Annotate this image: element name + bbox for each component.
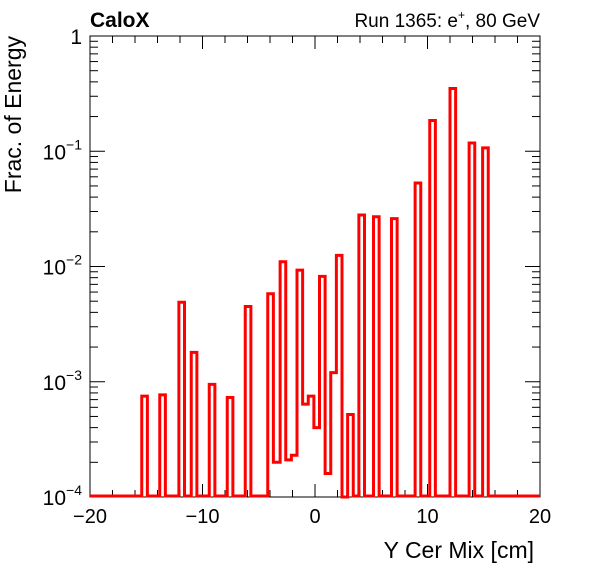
histogram-series (90, 87, 540, 499)
histogram-bin (273, 462, 280, 496)
experiment-label: CaloX (90, 9, 150, 32)
y-tick-label: 10−1 (43, 136, 83, 164)
x-tick-label: −10 (186, 506, 220, 528)
y-axis-label: Frac. of Energy (0, 36, 26, 194)
axis-tick-labels: −20 −10 0 10 20 10−4 10−3 10−2 10−1 1 (43, 26, 551, 528)
histogram-bin (303, 404, 309, 496)
x-axis-label: Y Cer Mix [cm] (384, 537, 534, 563)
y-tick-label: 10−4 (43, 482, 83, 510)
x-tick-label: 0 (309, 506, 320, 528)
axis-ticks (89, 35, 541, 498)
run-label-superscript: + (458, 8, 465, 22)
histogram-bin (291, 455, 297, 496)
histogram-bin (325, 473, 331, 496)
run-label-tail: , 80 GeV (465, 11, 540, 32)
run-label-main: Run 1365: e (354, 11, 458, 32)
histogram-bin (286, 460, 292, 496)
y-tick-label: 10−3 (43, 367, 83, 395)
y-tick-label: 1 (70, 26, 82, 49)
run-label: Run 1365: e+, 80 GeV (354, 8, 540, 32)
histogram-line (90, 87, 540, 499)
x-tick-label: 10 (416, 506, 438, 528)
x-tick-label: 20 (529, 506, 551, 528)
x-tick-label: −20 (73, 506, 107, 528)
y-tick-label: 10−2 (43, 252, 83, 280)
